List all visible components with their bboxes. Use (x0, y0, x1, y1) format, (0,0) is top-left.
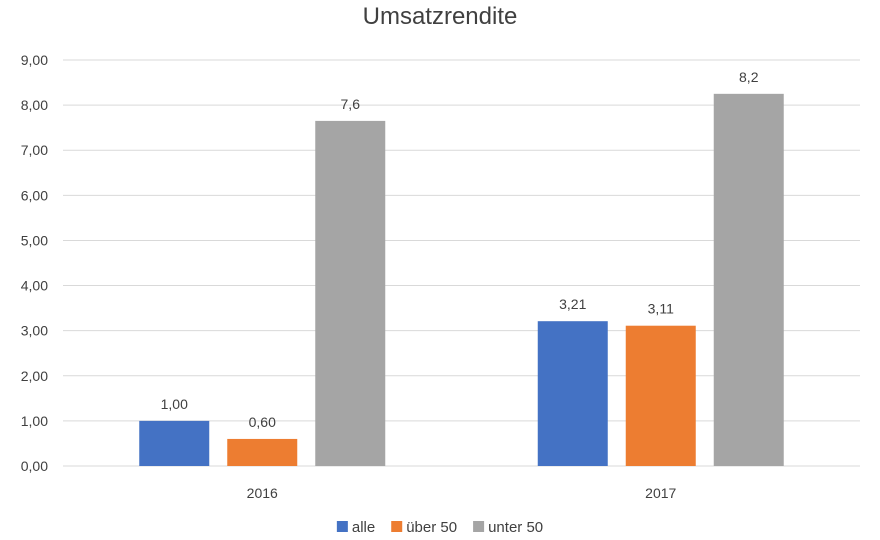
y-tick-label: 7,00 (21, 142, 48, 158)
bar-alle-2017 (537, 321, 608, 466)
y-tick-label: 8,00 (21, 97, 48, 113)
category-label: 2016 (247, 485, 278, 501)
bars (139, 93, 784, 467)
y-tick-label: 2,00 (21, 368, 48, 384)
legend-label: alle (352, 519, 375, 536)
legend-label: über 50 (406, 519, 457, 536)
data-label: 3,21 (559, 296, 586, 312)
bar-unter-50-2016 (315, 120, 386, 467)
data-labels: 1,00 0,60 7,6 3,21 3,11 8,2 (161, 69, 759, 430)
data-label: 1,00 (161, 396, 188, 412)
data-label: 0,60 (249, 414, 276, 430)
data-label: 8,2 (739, 69, 759, 85)
legend-label: unter 50 (488, 519, 543, 536)
data-label: 3,11 (648, 301, 674, 317)
y-tick-label: 9,00 (21, 52, 48, 68)
bar-über-50-2017 (625, 325, 696, 466)
legend-swatch (391, 521, 403, 532)
bar-unter-50-2017 (713, 93, 784, 466)
y-axis-ticks: 0,00 1,00 2,00 3,00 4,00 5,00 6,00 7,00 8,00 9,00 (21, 52, 48, 474)
bar-über-50-2016 (227, 438, 298, 466)
legend-swatch (473, 521, 485, 532)
x-axis-categories: 2016 2017 (247, 485, 677, 501)
y-tick-label: 5,00 (21, 232, 48, 248)
legend-item: alle (336, 519, 375, 536)
legend-item: unter 50 (473, 519, 543, 536)
y-tick-label: 1,00 (21, 413, 48, 429)
y-tick-label: 4,00 (21, 278, 48, 294)
y-tick-label: 3,00 (21, 323, 48, 339)
legend-swatch (336, 521, 348, 532)
legend: alle über 50 unter 50 (336, 519, 543, 536)
category-label: 2017 (645, 485, 676, 501)
y-tick-label: 6,00 (21, 187, 48, 203)
data-label: 7,6 (341, 96, 361, 112)
chart-title: Umsatzrendite (363, 3, 518, 30)
bar-alle-2016 (139, 420, 210, 466)
legend-item: über 50 (391, 519, 457, 536)
y-tick-label: 0,00 (21, 458, 48, 474)
